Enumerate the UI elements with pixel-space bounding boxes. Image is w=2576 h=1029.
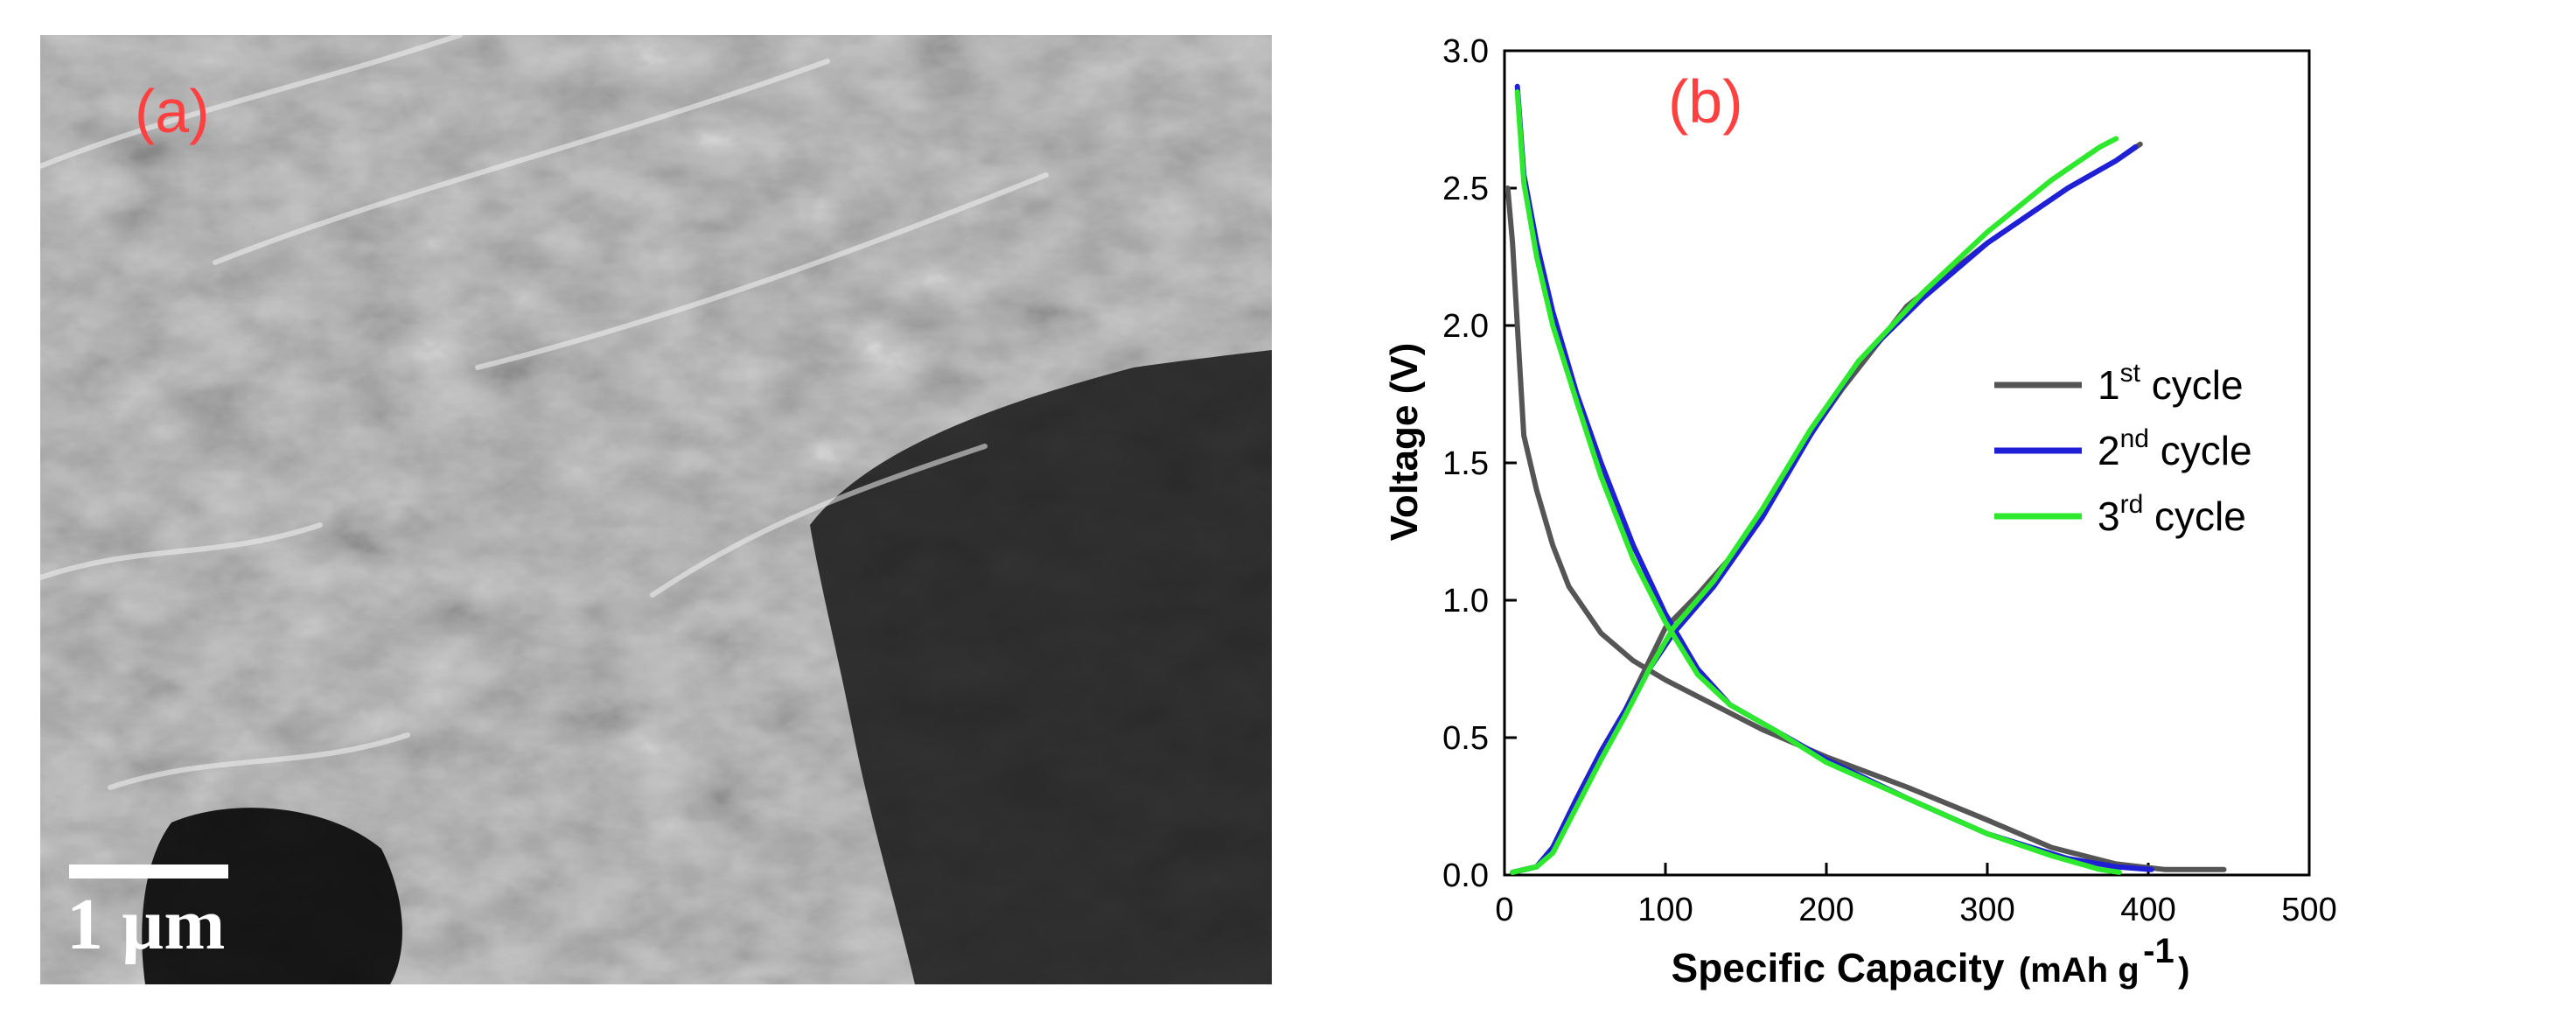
x-axis-label-unit-close: ): [2178, 951, 2189, 990]
voltage-capacity-chart: 0 100 200 300 400 500 0.0 0.5 1.0 1.5 2.0 2.5 3.0 1s…: [1383, 33, 2337, 990]
x-tick-label: 300: [1959, 892, 2014, 928]
legend-label: 3rd cycle: [2098, 490, 2246, 539]
dark-cavity: [810, 350, 1272, 984]
series-3-charge-line: [1510, 136, 2119, 875]
y-tick-label: 2.0: [1442, 308, 1489, 345]
series-1-discharge-line: [1504, 186, 2227, 872]
x-axis-label-unit: (mAh g: [2019, 951, 2140, 990]
panel-b-label: (b): [1668, 67, 1743, 136]
x-tick-label: 200: [1798, 892, 1853, 928]
legend-label: 2nd cycle: [2098, 424, 2252, 473]
x-tick-label: 400: [2120, 892, 2175, 928]
y-tick-label: 0.0: [1442, 858, 1489, 894]
dark-pit: [142, 808, 402, 984]
x-tick-label: 500: [2281, 892, 2336, 928]
x-tick-label: 100: [1637, 892, 1693, 928]
y-tick-label: 2.5: [1442, 171, 1489, 207]
series-2-discharge-line: [1514, 83, 2154, 872]
sem-texture: [40, 35, 1272, 984]
y-tick-label: 1.5: [1442, 445, 1489, 482]
scale-bar: [69, 864, 228, 878]
series-2-charge-line: [1510, 144, 2139, 875]
chart-series: [1504, 83, 2227, 875]
legend-label: 1st cycle: [2098, 359, 2244, 408]
x-axis-label-unit-sup: -1: [2143, 932, 2175, 970]
x-tick-label: 0: [1495, 892, 1513, 928]
y-tick-label: 0.5: [1442, 720, 1489, 757]
chart-panel: 0 100 200 300 400 500 0.0 0.5 1.0 1.5 2.0 2.5 3.0 1s…: [1347, 0, 2576, 1025]
sem-image: (a) 1 µm: [40, 35, 1272, 984]
chart-legend: 1st cycle 2nd cycle 3rd cycle: [1994, 359, 2252, 539]
y-axis-label: Voltage (V): [1383, 343, 1426, 542]
y-tick-label: 1.0: [1442, 583, 1489, 620]
x-axis-label-main: Specific Capacity: [1672, 945, 2005, 990]
x-axis-label: Specific Capacity (mAh g -1 ): [1672, 932, 2190, 990]
y-tick-label: 3.0: [1442, 33, 1489, 70]
panel-a-label: (a): [135, 77, 210, 145]
series-3-discharge-line: [1514, 89, 2122, 875]
scale-bar-label: 1 µm: [66, 884, 226, 965]
